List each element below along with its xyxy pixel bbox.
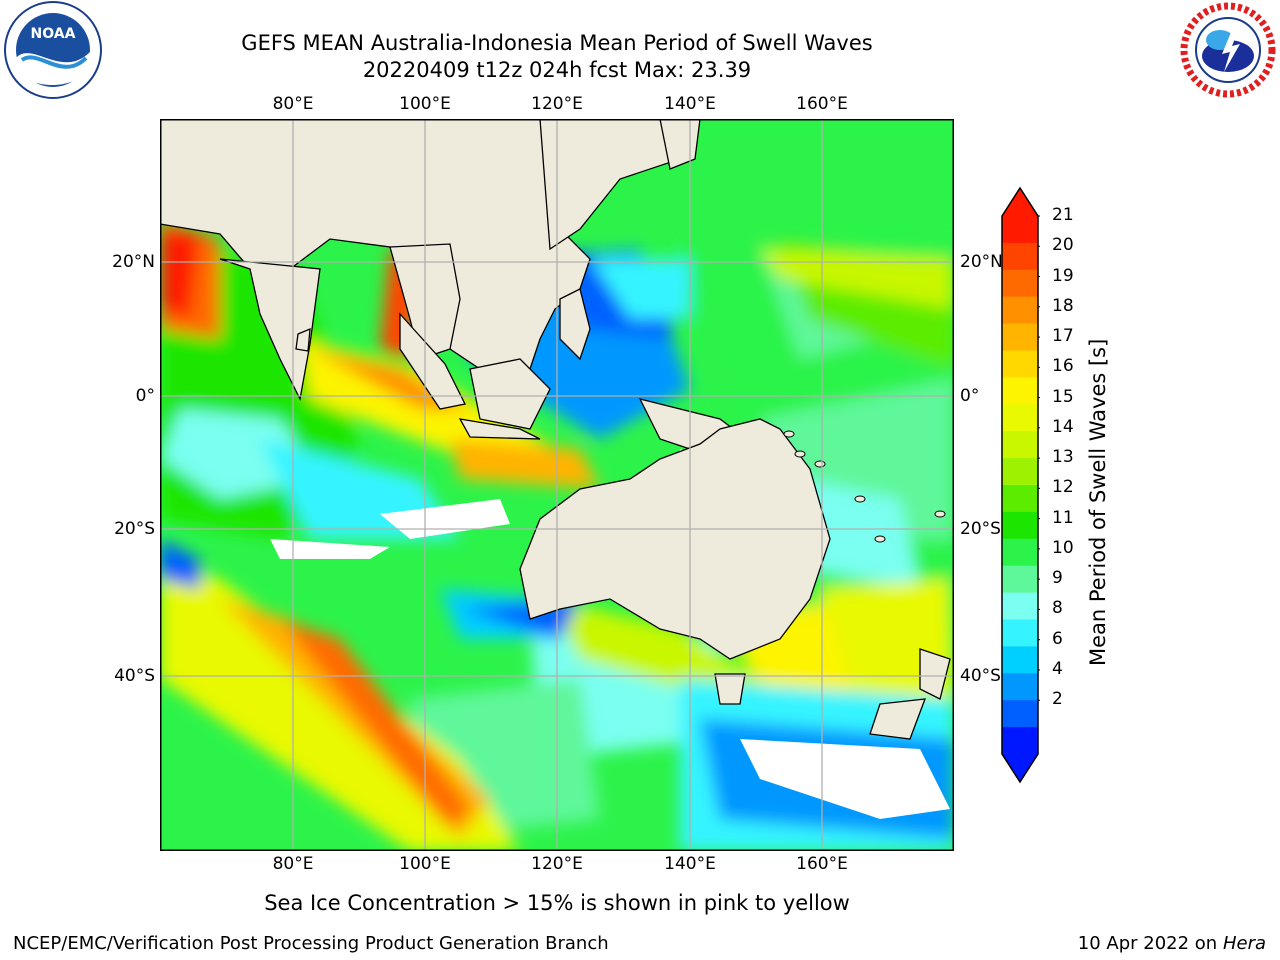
x-tick-bottom: 100°E	[399, 854, 451, 874]
island	[854, 495, 866, 503]
landmass	[559, 288, 591, 361]
colorbar-tick-label: 18	[1052, 295, 1074, 316]
colorbar-tick-label: 19	[1052, 265, 1074, 286]
swell-period-map	[159, 118, 954, 851]
colorbar-label: Mean Period of Swell Waves [s]	[1086, 338, 1110, 666]
colorbar-swatch	[1002, 323, 1038, 351]
no-data-region	[270, 539, 390, 559]
landmass	[469, 358, 551, 430]
landmass	[458, 418, 541, 440]
swell-period-region	[550, 599, 760, 699]
y-tick-left: 0°	[135, 386, 155, 406]
y-tick-left: 20°S	[114, 519, 155, 539]
colorbar-tick-label: 11	[1052, 507, 1074, 528]
colorbar-swatch	[1002, 646, 1038, 674]
colorbar-tick-label: 21	[1052, 205, 1074, 225]
svg-text:NOAA: NOAA	[31, 26, 76, 42]
footer-credit: NCEP/EMC/Verification Post Processing Pr…	[13, 933, 609, 954]
colorbar-swatch	[1002, 727, 1038, 755]
swell-period-region	[800, 479, 920, 589]
footer-date: 10 Apr 2022 on Hera	[1078, 933, 1266, 954]
landmass	[714, 673, 746, 705]
island	[814, 460, 826, 468]
landmass	[869, 698, 926, 740]
colorbar-tick-label: 16	[1052, 356, 1074, 377]
national-weather-service-logo	[1178, 0, 1278, 100]
colorbar-swatch	[1002, 269, 1038, 298]
y-tick-right: 20°N	[960, 252, 1003, 272]
colorbar-tick-label: 6	[1052, 628, 1063, 649]
colorbar-swatch	[1002, 700, 1038, 728]
colorbar-swatch	[1002, 619, 1038, 647]
x-tick-bottom: 80°E	[272, 854, 314, 874]
colorbar-swatch	[1002, 296, 1038, 325]
colorbar-tick-label: 4	[1052, 658, 1063, 679]
x-tick-top: 120°E	[531, 94, 583, 114]
x-tick-top: 80°E	[272, 94, 314, 114]
sea-ice-note: Sea Ice Concentration > 15% is shown in …	[264, 891, 850, 915]
chart-title: GEFS MEAN Australia-Indonesia Mean Perio…	[241, 31, 873, 55]
x-tick-bottom: 160°E	[796, 854, 848, 874]
swell-period-region	[450, 439, 600, 489]
island	[934, 510, 946, 518]
y-tick-right: 0°	[960, 386, 980, 406]
swell-period-region	[160, 539, 200, 589]
no-data-region	[740, 739, 950, 819]
x-tick-bottom: 120°E	[531, 854, 583, 874]
colorbar-tick-label: 8	[1052, 598, 1063, 619]
island	[794, 450, 806, 458]
colorbar-tick-label: 10	[1052, 537, 1074, 558]
colorbar-swatch	[1002, 485, 1038, 513]
colorbar-swatch	[1002, 458, 1038, 486]
colorbar-swatch	[1002, 242, 1038, 271]
x-tick-top: 160°E	[796, 94, 848, 114]
colorbar-tick-label: 13	[1052, 447, 1074, 468]
colorbar-swatch	[1002, 216, 1038, 244]
map-frame	[160, 119, 954, 851]
colorbar-swatch	[1002, 350, 1038, 378]
colorbar-tick-label: 14	[1052, 416, 1074, 437]
colorbar-swatch	[1002, 404, 1038, 432]
landmass	[399, 312, 466, 410]
swell-period-region	[160, 229, 200, 319]
footer-host: Hera	[1222, 933, 1266, 954]
colorbar-tick-label: 15	[1052, 386, 1074, 407]
colorbar-tick-label: 20	[1052, 235, 1074, 256]
island	[874, 535, 886, 543]
swell-period-region	[280, 619, 470, 829]
landmass	[519, 418, 831, 660]
landmass	[219, 258, 321, 402]
colorbar-extend-max	[1002, 188, 1038, 216]
y-tick-left: 40°S	[114, 666, 155, 686]
colorbar-tick-label: 12	[1052, 477, 1074, 498]
chart-subtitle: 20220409 t12z 024h fcst Max: 23.39	[362, 58, 752, 82]
x-tick-top: 100°E	[399, 94, 451, 114]
island	[783, 430, 795, 438]
colorbar-tick-label: 2	[1052, 689, 1063, 710]
colorbar-swatch	[1002, 565, 1038, 594]
colorbar-swatch	[1002, 431, 1038, 459]
noaa-logo: NOAA	[2, 0, 104, 102]
x-tick-top: 140°E	[664, 94, 716, 114]
colorbar-swatch	[1002, 377, 1038, 405]
colorbar-extend-min	[1002, 754, 1038, 782]
swell-period-region	[590, 259, 690, 319]
colorbar-swatch	[1002, 673, 1038, 701]
x-tick-bottom: 140°E	[664, 854, 716, 874]
map-panel	[159, 118, 954, 851]
colorbar	[1000, 186, 1040, 784]
y-tick-right: 20°S	[960, 519, 1001, 539]
colorbar-swatch	[1002, 511, 1038, 540]
colorbar-tick-label: 9	[1052, 568, 1063, 589]
swell-period-region	[760, 249, 954, 309]
colorbar-swatch	[1002, 592, 1038, 620]
colorbar-swatch	[1002, 538, 1038, 567]
colorbar-tick-label: 17	[1052, 326, 1074, 347]
y-tick-left: 20°N	[112, 252, 155, 272]
footer-date-text: 10 Apr 2022 on	[1077, 933, 1223, 954]
landmass	[295, 327, 311, 352]
y-tick-right: 40°S	[960, 666, 1001, 686]
